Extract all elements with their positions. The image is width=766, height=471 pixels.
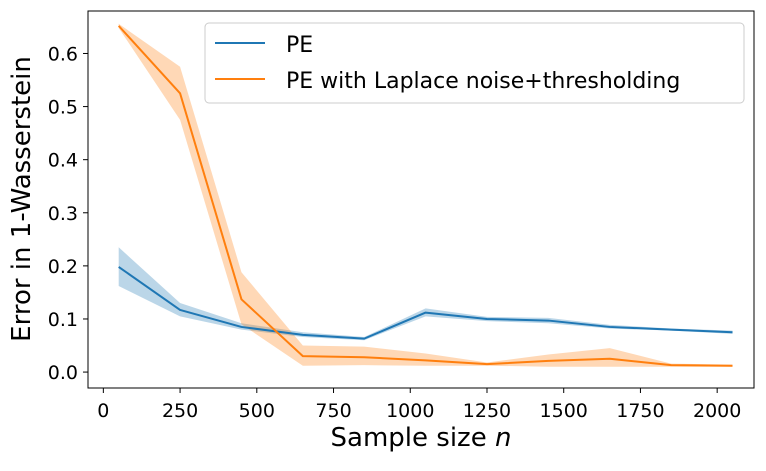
y-axis-label: Error in 1-Wasserstein <box>7 56 37 342</box>
x-tick-label: 750 <box>315 400 351 422</box>
x-axis-label-text: Sample size <box>331 423 495 453</box>
y-tick-label: 0.2 <box>48 256 78 278</box>
x-tick-label: 0 <box>97 400 109 422</box>
x-tick-label: 250 <box>162 400 198 422</box>
y-tick-label: 0.5 <box>48 97 78 119</box>
line-pe <box>118 266 733 340</box>
y-axis: 0.0 0.1 0.2 0.3 0.4 0.5 0.6 <box>48 43 88 384</box>
legend: PE PE with Laplace noise+thresholding <box>204 22 745 104</box>
y-tick-label: 0.4 <box>48 150 78 172</box>
y-tick-label: 0.1 <box>48 309 78 331</box>
plot-frame <box>87 10 755 389</box>
x-axis-label: Sample size n <box>331 423 512 453</box>
x-tick-label: 1500 <box>540 400 588 422</box>
line-pe-with-laplace-noise-thresholding <box>117 25 733 367</box>
x-tick-label: 1250 <box>463 400 511 422</box>
y-tick-label: 0.0 <box>48 362 78 384</box>
x-axis: 0 250 500 750 1000 1250 1500 1750 2000 <box>97 388 741 422</box>
legend-box <box>204 22 745 104</box>
series-lines <box>117 25 733 367</box>
y-tick-label: 0.6 <box>48 43 78 65</box>
x-tick-label: 500 <box>239 400 275 422</box>
legend-label-pe: PE <box>286 33 313 58</box>
y-tick-label: 0.3 <box>48 203 78 225</box>
x-axis-label-variable: n <box>495 423 511 453</box>
x-tick-label: 1000 <box>386 400 434 422</box>
x-tick-label: 2000 <box>693 400 741 422</box>
x-tick-label: 1750 <box>616 400 664 422</box>
legend-label-pe-laplace: PE with Laplace noise+thresholding <box>286 69 680 94</box>
